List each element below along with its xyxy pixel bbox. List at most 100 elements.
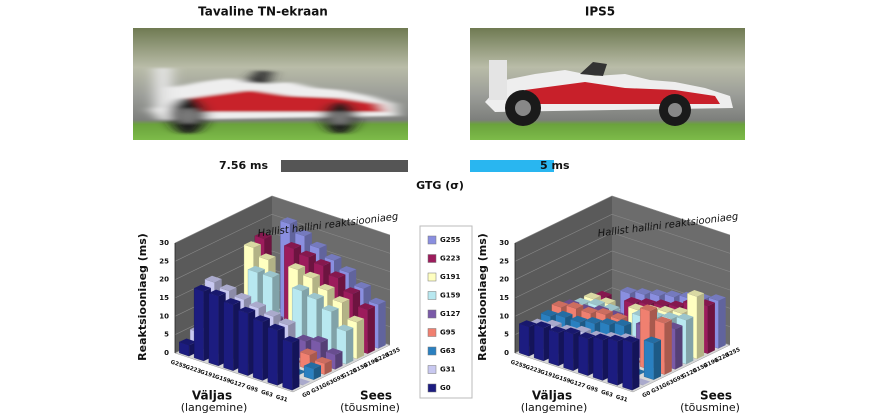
bar-top (248, 265, 265, 273)
bar-top (584, 292, 601, 300)
legend-swatch (427, 365, 437, 374)
bar-top (292, 284, 310, 291)
bar-top (622, 336, 640, 343)
bar-top (566, 302, 584, 309)
bar-side (686, 316, 694, 365)
bar-top (551, 300, 569, 308)
x-axis-sublabel: (langemine) (181, 401, 248, 414)
bar (533, 321, 551, 362)
bar-side (378, 301, 386, 349)
x-tick-label: G127 (569, 379, 586, 390)
bar-top (581, 306, 598, 314)
grid-line (514, 195, 731, 244)
bar-top (639, 298, 656, 305)
x-tick-label: G63 (600, 389, 614, 399)
bar-top (339, 266, 357, 273)
bar-top (595, 308, 613, 315)
bar (179, 338, 197, 357)
bar-top (570, 315, 588, 323)
legend-label: G31 (440, 366, 456, 374)
x-tick-label: G95 (585, 385, 599, 395)
bar-top (223, 298, 241, 305)
depth-tick-label: G95 (672, 374, 686, 385)
bar-front (223, 301, 234, 372)
bar-top (610, 313, 628, 320)
bar-side (324, 360, 332, 375)
bar-top (563, 327, 581, 335)
bar-top (303, 271, 320, 279)
bar-front (252, 318, 263, 381)
bar-top (262, 270, 280, 278)
depth-tick-label: G255 (384, 347, 401, 359)
bar-top (620, 286, 638, 294)
z-axis-sublabel: (tõusmine) (340, 401, 400, 414)
bar-top (317, 283, 335, 291)
bar-top (534, 321, 551, 328)
bar-top (354, 282, 371, 289)
bar-top (672, 307, 690, 314)
y-tick-label: 15 (159, 294, 169, 302)
z-axis-label: Sees (700, 389, 732, 403)
x-axis-label: Väljas (532, 389, 572, 403)
legend-swatch (427, 383, 437, 393)
grid-line (174, 213, 391, 262)
bar-side (367, 306, 375, 354)
bar-side (335, 351, 343, 370)
legend-label: G63 (440, 347, 456, 355)
bar-top (654, 316, 672, 324)
bar (193, 284, 211, 362)
bar-front (533, 324, 544, 362)
legend-label: G223 (440, 255, 460, 263)
depth-tick-label: G31 (651, 384, 665, 395)
legend-swatch (427, 291, 437, 300)
bar-top (708, 294, 726, 301)
bar-top (300, 348, 317, 356)
bar-side (697, 293, 705, 359)
y-tick-label: 0 (164, 349, 169, 357)
bar-top (204, 275, 222, 283)
x-tick-label: G31 (275, 394, 289, 404)
bar-side (346, 327, 354, 365)
bar-top (358, 303, 375, 310)
grid-line (514, 213, 731, 262)
panel-title: IPS5 (585, 5, 615, 19)
bar-top (244, 241, 261, 248)
bar-front (282, 339, 293, 391)
gtg-value-label: 5 ms (540, 159, 570, 172)
bar-top (668, 300, 686, 308)
x-tick-label: G127 (229, 379, 246, 390)
bar-top (598, 297, 616, 304)
y-axis-label: Reaktsiooniaeg (ms) (476, 233, 489, 361)
bar (578, 332, 596, 376)
bar-top (254, 232, 272, 239)
depth-tick-label: G0 (302, 390, 312, 399)
bar (252, 315, 270, 381)
bar-top (599, 318, 617, 325)
panel-title: Tavaline TN-ekraan (198, 5, 328, 19)
bar-top (263, 310, 281, 317)
x-tick-label: G31 (615, 394, 629, 404)
bar-top (555, 310, 573, 318)
bar-top (347, 315, 365, 323)
bar (238, 306, 256, 376)
y-tick-label: 0 (504, 349, 509, 357)
photo-tn (133, 28, 408, 140)
bar-top (573, 297, 591, 305)
bar-front (643, 339, 655, 381)
bar-top (594, 290, 612, 298)
legend-label: G159 (440, 292, 460, 300)
bar-top (311, 335, 328, 343)
bar-top (288, 263, 306, 270)
bar-top (519, 320, 537, 327)
gtg-value-label: 7.56 ms (219, 159, 268, 172)
y-tick-label: 25 (499, 257, 509, 265)
x-axis-label: Väljas (192, 389, 232, 403)
depth-tick-label: G31 (311, 384, 325, 395)
bar (303, 362, 321, 381)
bar (267, 323, 285, 386)
gtg-axis-label: GTG (σ) (416, 179, 464, 192)
legend-swatch (427, 309, 437, 319)
bar-front (267, 326, 278, 386)
bar-top (544, 319, 562, 327)
